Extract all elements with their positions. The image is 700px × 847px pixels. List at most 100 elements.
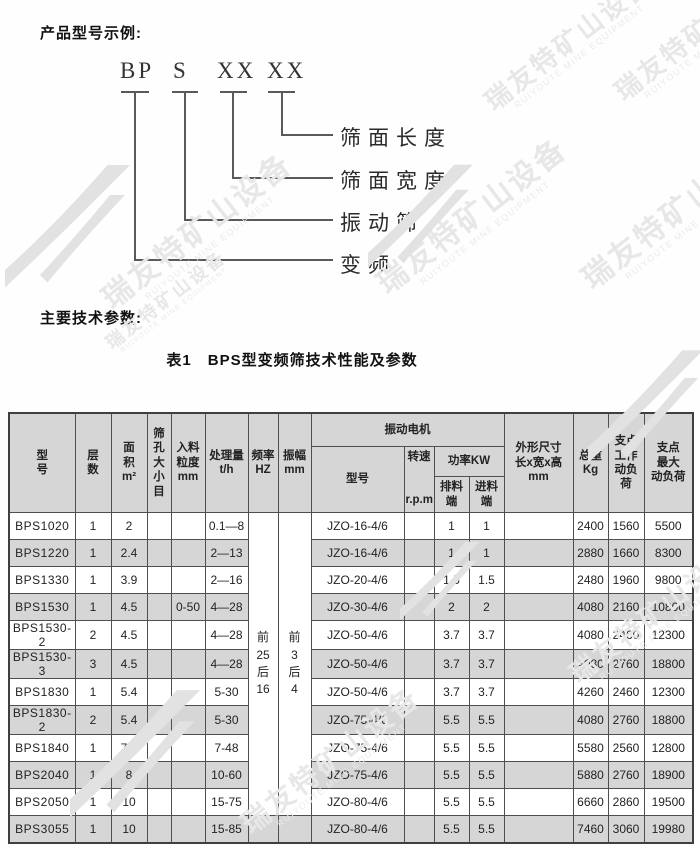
cell-amplitude <box>277 815 312 844</box>
cell-mesh <box>146 788 172 817</box>
cell-max-load: 12800 <box>643 734 694 763</box>
cell-speed <box>403 788 435 817</box>
cell-model: BPS2040 <box>8 761 76 790</box>
cell-power-out: 5.5 <box>433 705 470 736</box>
cell-motor-model: JZO-50-4/6 <box>310 649 405 680</box>
watermark-text: 瑞友特矿山设备 RUIYOUTE MINE EQUIPMENT <box>576 127 700 296</box>
cell-dims <box>503 761 574 790</box>
cell-mesh <box>146 705 172 736</box>
cell-motor-model: JZO-16-4/6 <box>310 512 405 541</box>
cell-work-load: 2760 <box>607 705 645 736</box>
col-header-motor-group: 振动电机 <box>310 412 505 447</box>
cell-model: BPS1830 <box>8 678 76 707</box>
cell-area: 4.5 <box>110 593 148 622</box>
cell-model: BPS1840 <box>8 734 76 763</box>
diagram-leader <box>232 91 234 177</box>
cell-capacity: 5-30 <box>204 705 249 736</box>
cell-mesh <box>146 620 172 651</box>
spec-table: 型 号 层 数 面 积 m² 筛 孔 大 小 目 入料 粒度 mm 处理量 t/… <box>8 412 694 844</box>
cell-motor-model: JZO-20-4/6 <box>310 566 405 595</box>
diagram-connector <box>184 219 333 221</box>
cell-capacity: 4—28 <box>204 620 249 651</box>
table-row: BPS1020 1 2 0.1—8 前 25 后 16 前 3 后 4 JZO-16-4/6… <box>8 512 694 817</box>
diagram-connector <box>232 177 333 179</box>
cell-layers: 1 <box>74 539 112 568</box>
cell-motor-model: JZO-16-4/6 <box>310 539 405 568</box>
cell-work-load: 1560 <box>607 512 645 541</box>
cell-area: 7.2 <box>110 734 148 763</box>
cell-power-out: 1 <box>433 539 470 568</box>
section1-heading: 产品型号示例: <box>40 25 142 42</box>
label-screen-width: 筛面宽度 <box>340 169 452 193</box>
cell-power-in: 3.7 <box>468 678 505 707</box>
cell-model: BPS1530-2 <box>8 620 76 651</box>
cell-motor-model: JZO-80-4/6 <box>310 815 405 844</box>
cell-feed <box>170 678 206 707</box>
table-row: BPS3055 1 10 15-85 JZO-80-4/6 5.5 5.5 7460 3060 1… <box>8 815 694 844</box>
cell-amplitude-merged: 前 3 后 4 <box>277 512 312 817</box>
ryt-logo-watermark <box>5 165 130 288</box>
cell-motor-model: JZO-50-4/6 <box>310 678 405 707</box>
cell-area: 2 <box>110 512 148 541</box>
col-header-power-group: 功率KW <box>433 445 505 478</box>
cell-layers: 1 <box>74 761 112 790</box>
cell-area: 5.4 <box>110 678 148 707</box>
cell-layers: 1 <box>74 593 112 622</box>
table-row: BPS1830 1 5.4 5-30 JZO-50-4/6 3.7 3.7 4260 2460 1… <box>8 678 694 707</box>
cell-max-load: 5500 <box>643 512 694 541</box>
diagram-connector <box>134 259 333 261</box>
section2-heading: 主要技术参数: <box>40 310 142 327</box>
cell-power-out: 1 <box>433 512 470 541</box>
cell-area: 10 <box>110 815 148 844</box>
col-header-model: 型 号 <box>8 412 76 514</box>
cell-capacity: 7-48 <box>204 734 249 763</box>
diagram-leader <box>281 91 283 134</box>
cell-weight: 5880 <box>572 761 609 790</box>
col-header-frequency: 频率 HZ <box>247 412 279 514</box>
cell-weight: 4080 <box>572 649 609 680</box>
code-part-xx1: XX <box>217 58 257 83</box>
table-row: BPS1530-2 2 4.5 4—28 JZO-50-4/6 3.7 3.7 4080 246… <box>8 620 694 651</box>
cell-power-out: 3.7 <box>433 649 470 680</box>
cell-power-in: 2 <box>468 593 505 622</box>
cell-max-load: 18900 <box>643 761 694 790</box>
cell-work-load: 2860 <box>607 788 645 817</box>
diagram-leader <box>184 91 186 219</box>
cell-speed <box>403 593 435 622</box>
cell-area: 4.5 <box>110 649 148 680</box>
col-header-speed: 转速 r.p.m <box>403 445 435 514</box>
cell-work-load: 1660 <box>607 539 645 568</box>
cell-dims <box>503 705 574 736</box>
cell-dims <box>503 566 574 595</box>
table-row: BPS2050 1 10 15-75 JZO-80-4/6 5.5 5.5 6660 2860 1… <box>8 788 694 817</box>
cell-mesh <box>146 649 172 680</box>
cell-mesh <box>146 539 172 568</box>
table-row: BPS1220 1 2.4 2—13 JZO-16-4/6 1 1 2880 1660 8300 <box>8 539 694 568</box>
cell-area: 4.5 <box>110 620 148 651</box>
cell-model: BPS3055 <box>8 815 76 844</box>
cell-capacity: 10-60 <box>204 761 249 790</box>
table-row: BPS1530-3 3 4.5 4—28 JZO-50-4/6 3.7 3.7 4080 276… <box>8 649 694 680</box>
cell-max-load: 18800 <box>643 705 694 736</box>
cell-area: 2.4 <box>110 539 148 568</box>
label-variable-frequency: 变频 <box>340 253 396 277</box>
code-part-s: S <box>173 58 189 83</box>
cell-work-load: 2560 <box>607 734 645 763</box>
cell-work-load: 2760 <box>607 761 645 790</box>
table-row: BPS1840 1 7.2 7-48 JZO-75-4/6 5.5 5.5 5580 2560 1… <box>8 734 694 763</box>
col-header-motor-model: 型号 <box>310 445 405 514</box>
cell-model: BPS2050 <box>8 788 76 817</box>
cell-dims <box>503 620 574 651</box>
cell-feed <box>170 566 206 595</box>
cell-power-out: 5.5 <box>433 788 470 817</box>
cell-dims <box>503 734 574 763</box>
cell-layers: 1 <box>74 815 112 844</box>
cell-max-load: 12300 <box>643 620 694 651</box>
cell-max-load: 12300 <box>643 678 694 707</box>
cell-power-in: 5.5 <box>468 788 505 817</box>
cell-dims <box>503 649 574 680</box>
cell-feed <box>170 512 206 541</box>
col-header-power-out: 排料 端 <box>433 476 470 514</box>
cell-model: BPS1530-3 <box>8 649 76 680</box>
cell-speed <box>403 566 435 595</box>
